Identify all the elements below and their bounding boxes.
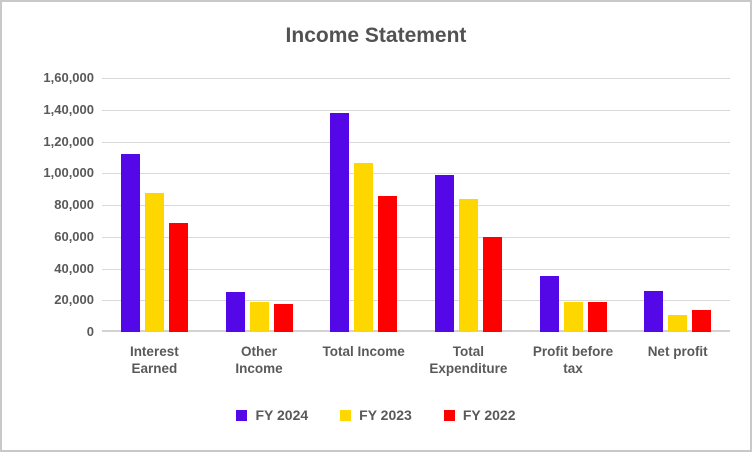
legend-swatch-fy-2023-icon xyxy=(340,409,352,421)
x-axis-category-labels: Interest Earned Other Income Total Income Tot… xyxy=(102,343,730,377)
bar-fy-2024-net-profit[interactable] xyxy=(644,290,664,332)
y-tick-label: 80,000 xyxy=(54,197,94,212)
bar-fy-2022-total-expenditure[interactable] xyxy=(482,236,502,332)
category-label-interest-earned: Interest Earned xyxy=(129,344,179,376)
bar-fy-2024-profit-before-tax[interactable] xyxy=(539,276,559,332)
gridline xyxy=(102,269,730,270)
gridline xyxy=(102,300,730,301)
y-tick-label: 1,40,000 xyxy=(43,102,94,117)
legend-swatch-fy-2024-icon xyxy=(236,409,248,421)
bar-group-total-income xyxy=(311,78,416,332)
bar-fy-2022-net-profit[interactable] xyxy=(692,309,712,332)
bar-fy-2024-total-income[interactable] xyxy=(330,112,350,332)
gridline xyxy=(102,173,730,174)
legend-item-fy-2022[interactable]: FY 2022 xyxy=(443,407,516,423)
plot-area xyxy=(102,78,730,332)
bar-fy-2023-total-expenditure[interactable] xyxy=(458,198,478,332)
bar-group-net-profit xyxy=(625,78,730,332)
bar-fy-2024-interest-earned[interactable] xyxy=(120,154,140,332)
y-tick-label: 1,20,000 xyxy=(43,134,94,149)
legend-swatch-fy-2022-icon xyxy=(443,409,455,421)
y-tick-label: 1,00,000 xyxy=(43,165,94,180)
y-axis-labels: 1,60,000 1,40,000 1,20,000 1,00,000 80,000 60… xyxy=(2,70,94,339)
legend: FY 2024 FY 2023 FY 2022 xyxy=(2,407,750,423)
bar-fy-2023-interest-earned[interactable] xyxy=(144,193,164,332)
category-label-total-expenditure: Total Expenditure xyxy=(429,344,508,376)
legend-item-fy-2023[interactable]: FY 2023 xyxy=(340,407,412,423)
bar-group-other-income xyxy=(207,78,312,332)
category-label-profit-before-tax: Profit before tax xyxy=(532,344,614,376)
bar-group-interest-earned xyxy=(102,78,207,332)
y-tick-label: 60,000 xyxy=(54,229,94,244)
category-label-net-profit: Net profit xyxy=(647,344,708,359)
bar-fy-2023-total-income[interactable] xyxy=(354,162,374,332)
bar-fy-2024-other-income[interactable] xyxy=(225,292,245,332)
gridline xyxy=(102,142,730,143)
y-tick-label: 1,60,000 xyxy=(43,70,94,85)
gridline xyxy=(102,78,730,79)
bar-fy-2022-interest-earned[interactable] xyxy=(168,222,188,332)
legend-item-fy-2024[interactable]: FY 2024 xyxy=(236,407,308,423)
category-label-other-income: Other Income xyxy=(235,344,283,376)
legend-label-fy-2024: FY 2024 xyxy=(255,407,309,423)
bar-fy-2022-other-income[interactable] xyxy=(273,304,293,332)
bar-fy-2022-profit-before-tax[interactable] xyxy=(587,301,607,332)
bar-groups xyxy=(102,78,730,332)
bar-fy-2023-profit-before-tax[interactable] xyxy=(563,301,583,332)
bar-fy-2022-total-income[interactable] xyxy=(378,195,398,332)
gridline xyxy=(102,110,730,111)
x-axis-line xyxy=(102,330,730,332)
legend-label-fy-2022: FY 2022 xyxy=(462,407,516,423)
y-tick-label: 40,000 xyxy=(54,261,94,276)
chart-title: Income Statement xyxy=(285,24,467,47)
y-tick-label: 0 xyxy=(86,324,94,339)
gridline xyxy=(102,205,730,206)
bar-group-profit-before-tax xyxy=(521,78,626,332)
bar-fy-2024-total-expenditure[interactable] xyxy=(434,174,454,332)
bar-fy-2023-net-profit[interactable] xyxy=(668,315,688,332)
legend-label-fy-2023: FY 2023 xyxy=(359,407,412,423)
bar-fy-2023-other-income[interactable] xyxy=(249,301,269,332)
y-tick-label: 20,000 xyxy=(54,292,94,307)
bar-group-total-expenditure xyxy=(416,78,521,332)
gridline xyxy=(102,237,730,238)
category-label-total-income: Total Income xyxy=(322,344,405,359)
